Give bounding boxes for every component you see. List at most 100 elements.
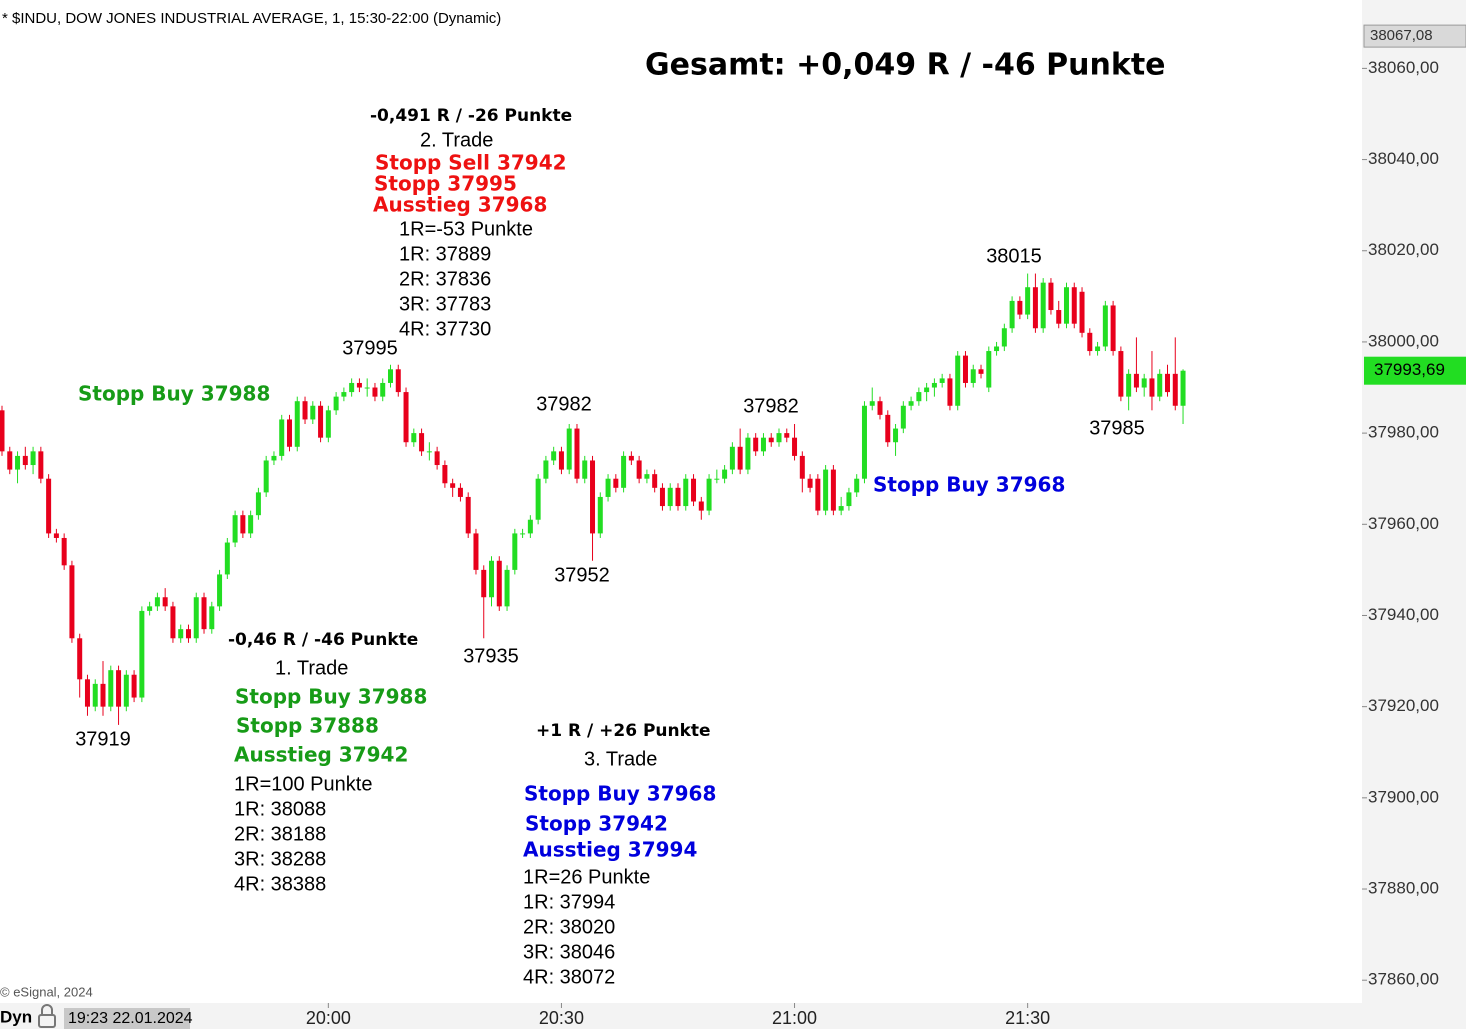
candle-body xyxy=(465,496,471,534)
candle-body xyxy=(1071,287,1077,324)
price-label: 37935 xyxy=(463,645,519,667)
candle-body xyxy=(1063,287,1069,324)
candle xyxy=(1017,296,1023,320)
candle-body xyxy=(714,478,720,480)
candle-body xyxy=(442,465,448,484)
candle-body xyxy=(760,437,766,452)
candle-body xyxy=(325,410,331,438)
candle-body xyxy=(0,410,5,452)
chart-header: * $INDU, DOW JONES INDUSTRIAL AVERAGE, 1… xyxy=(2,10,501,27)
candle xyxy=(846,487,852,511)
candle xyxy=(1172,337,1178,411)
candle xyxy=(450,478,456,497)
candle xyxy=(434,446,440,470)
candle xyxy=(815,474,821,516)
candle xyxy=(333,392,339,415)
candle-body xyxy=(131,674,137,698)
trade-detail: 3R: 38288 xyxy=(234,848,326,870)
candle xyxy=(776,428,782,447)
candle xyxy=(799,451,805,493)
candle-body xyxy=(698,501,704,511)
candle xyxy=(496,556,502,611)
candle xyxy=(566,423,572,475)
candle xyxy=(201,592,207,634)
candle-body xyxy=(636,460,642,479)
candle-body xyxy=(1025,287,1031,315)
candle-body xyxy=(473,533,479,570)
trade-detail: 1R: 38088 xyxy=(234,798,326,820)
top-price-label: 38067,08 xyxy=(1370,27,1433,44)
candle xyxy=(527,515,533,538)
candle-body xyxy=(854,478,860,493)
candle xyxy=(745,433,751,475)
candle-body xyxy=(543,460,549,479)
candle xyxy=(1180,369,1186,424)
candle xyxy=(318,401,324,443)
candle xyxy=(1048,278,1054,315)
candle-body xyxy=(962,355,968,383)
candle-body xyxy=(77,638,83,680)
candle xyxy=(489,556,495,607)
candle xyxy=(1157,369,1163,402)
candle xyxy=(869,387,875,411)
candle xyxy=(512,528,518,575)
candle xyxy=(1009,296,1015,333)
candle-body xyxy=(768,437,774,443)
candle xyxy=(807,474,813,493)
candle-body xyxy=(248,515,254,534)
candle-body xyxy=(722,469,728,479)
candle xyxy=(628,451,634,466)
candle xyxy=(636,455,642,484)
candle xyxy=(356,378,362,393)
candle-body xyxy=(737,446,743,470)
candle xyxy=(947,373,953,411)
candle xyxy=(908,396,914,411)
trade-detail: 1R: 37889 xyxy=(399,243,491,265)
candle-body xyxy=(675,487,681,507)
candle xyxy=(605,474,611,502)
candle-body xyxy=(279,419,285,456)
candle-body xyxy=(1017,300,1023,315)
y-tick-label: 37980,00 xyxy=(1368,423,1439,442)
trade-order: Stopp Buy 37988 xyxy=(235,685,427,709)
candle-body xyxy=(900,405,906,429)
candle xyxy=(217,569,223,611)
candle-body xyxy=(908,401,914,406)
candle xyxy=(1165,364,1170,397)
candle-body xyxy=(147,606,153,611)
y-tick-label: 37900,00 xyxy=(1368,787,1439,806)
candle xyxy=(294,396,300,452)
candle-body xyxy=(240,515,246,534)
candle xyxy=(830,465,836,516)
candle-body xyxy=(1157,373,1163,397)
candle-body xyxy=(729,446,735,470)
candle xyxy=(473,528,479,575)
candle xyxy=(877,396,883,420)
candle xyxy=(893,423,899,456)
trade-name: 2. Trade xyxy=(420,129,493,151)
candle xyxy=(722,465,728,484)
candle xyxy=(15,451,21,484)
candle xyxy=(442,460,448,488)
trade-order: Ausstieg 37994 xyxy=(523,838,697,862)
candle xyxy=(861,401,867,484)
candle-body xyxy=(558,451,564,470)
candle xyxy=(240,510,246,538)
candle xyxy=(1079,287,1085,338)
candle xyxy=(108,665,114,712)
trade-detail: 1R=-53 Punkte xyxy=(399,218,533,240)
candle-body xyxy=(947,378,953,406)
price-label: 37952 xyxy=(554,564,610,586)
y-tick-label: 38020,00 xyxy=(1368,240,1439,259)
candle xyxy=(286,414,292,452)
candle-body xyxy=(419,433,425,452)
trade-detail: 1R=100 Punkte xyxy=(234,773,372,795)
candle-body xyxy=(838,506,844,511)
candle-body xyxy=(605,478,611,497)
candle xyxy=(1032,273,1038,333)
candle-body xyxy=(1165,373,1170,393)
candle-body xyxy=(457,487,463,497)
candle xyxy=(1126,369,1132,411)
candle-body xyxy=(986,351,992,388)
